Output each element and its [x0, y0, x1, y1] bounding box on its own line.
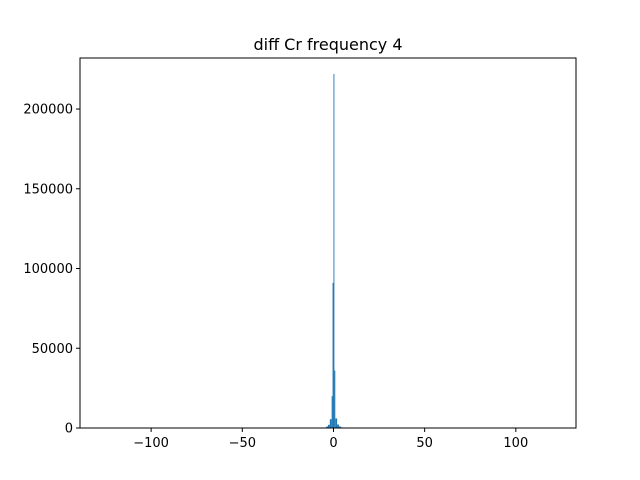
- histogram-bar: [334, 370, 336, 428]
- x-tick-label: 100: [503, 436, 528, 451]
- histogram-bar: [332, 282, 334, 428]
- histogram-bar: [329, 419, 332, 428]
- histogram-bar: [335, 418, 338, 428]
- histogram-bar: [326, 426, 328, 428]
- y-axis-ticks: 0 50000 100000 150000 200000: [23, 103, 80, 437]
- plot-frame: [79, 57, 577, 429]
- y-tick-label: 50000: [32, 342, 73, 357]
- histogram-bar: [331, 396, 333, 428]
- histogram-bar: [338, 426, 341, 428]
- y-tick-label: 0: [65, 422, 73, 437]
- x-tick-label: 0: [329, 436, 337, 451]
- x-tick-label: −50: [229, 436, 256, 451]
- x-axis-ticks: −100 −50 0 50 100: [133, 428, 528, 451]
- bars-group: [324, 73, 347, 428]
- histogram-bar: [333, 73, 335, 428]
- y-tick-label: 200000: [23, 103, 73, 118]
- histogram-bar: [328, 424, 330, 428]
- histogram-bar: [337, 424, 339, 428]
- y-tick-label: 100000: [23, 262, 73, 277]
- chart-title: diff Cr frequency 4: [253, 35, 402, 54]
- x-tick-label: −100: [133, 436, 169, 451]
- y-tick-label: 150000: [23, 182, 73, 197]
- x-tick-label: 50: [416, 436, 433, 451]
